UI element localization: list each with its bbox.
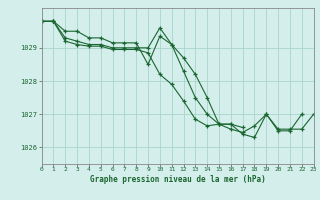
X-axis label: Graphe pression niveau de la mer (hPa): Graphe pression niveau de la mer (hPa) [90, 175, 266, 184]
